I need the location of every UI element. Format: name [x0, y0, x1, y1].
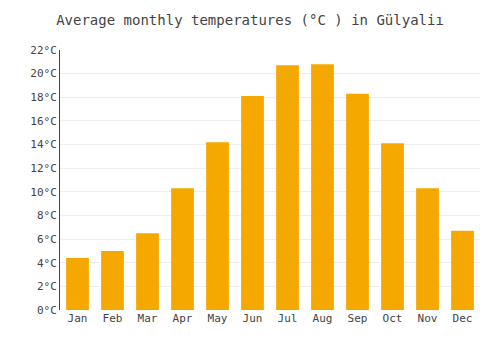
svg-text:Jul: Jul [278, 312, 298, 325]
svg-text:0°C: 0°C [37, 304, 57, 317]
svg-text:18°C: 18°C [30, 91, 57, 104]
svg-text:Feb: Feb [103, 312, 123, 325]
svg-text:6°C: 6°C [37, 233, 57, 246]
svg-text:Oct: Oct [383, 312, 403, 325]
svg-text:Nov: Nov [418, 312, 438, 325]
svg-text:2°C: 2°C [37, 280, 57, 293]
svg-text:12°C: 12°C [30, 162, 57, 175]
svg-text:May: May [208, 312, 228, 325]
svg-text:4°C: 4°C [37, 257, 57, 270]
svg-text:Apr: Apr [173, 312, 193, 325]
svg-text:Aug: Aug [313, 312, 333, 325]
svg-text:Average monthly temperatures (: Average monthly temperatures (°C ) in Gü… [56, 12, 444, 28]
svg-text:Jan: Jan [68, 312, 88, 325]
svg-text:Dec: Dec [453, 312, 473, 325]
svg-text:8°C: 8°C [37, 209, 57, 222]
svg-text:22°C: 22°C [30, 44, 57, 57]
svg-text:16°C: 16°C [30, 115, 57, 128]
svg-text:20°C: 20°C [30, 67, 57, 80]
svg-text:Mar: Mar [138, 312, 158, 325]
svg-text:Jun: Jun [243, 312, 263, 325]
svg-text:10°C: 10°C [30, 186, 57, 199]
svg-text:14°C: 14°C [30, 138, 57, 151]
svg-text:Sep: Sep [348, 312, 368, 325]
